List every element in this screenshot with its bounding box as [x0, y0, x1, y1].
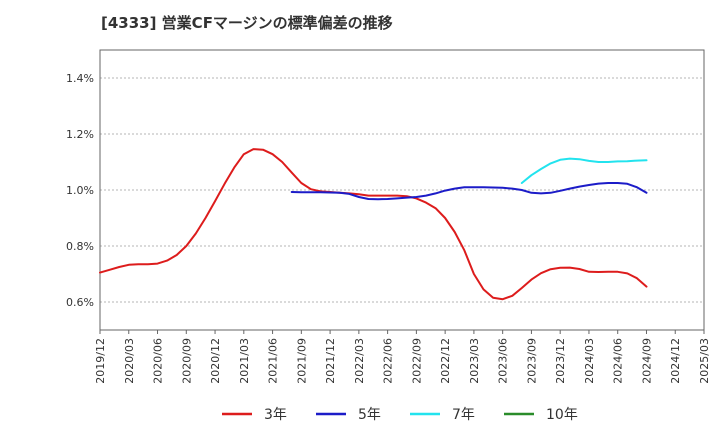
- y-tick-label: 0.6%: [66, 296, 94, 309]
- legend-label: 10年: [546, 407, 578, 423]
- series-line-0: [99, 148, 648, 301]
- series-line-1: [290, 182, 648, 201]
- legend-label: 5年: [358, 407, 381, 423]
- x-tick-label: 2024/06: [612, 338, 625, 384]
- x-tick-label: 2024/12: [669, 338, 682, 384]
- x-tick-label: 2021/03: [238, 338, 251, 384]
- x-tick-label: 2023/12: [554, 338, 567, 384]
- chart-title: [4333] 営業CFマージンの標準偏差の推移: [101, 14, 393, 32]
- x-tick-label: 2023/09: [525, 338, 538, 384]
- axes: 0.6% 0.8% 1.0% 1.2% 1.4% 2019/12 2020/03 2020/0…: [66, 49, 711, 384]
- x-tick-label: 2022/09: [410, 338, 423, 384]
- grid-lines: [100, 77, 704, 303]
- series-lines: [99, 148, 648, 301]
- x-tick-label: 2020/12: [209, 338, 222, 384]
- x-tick-label: 2021/06: [267, 338, 280, 384]
- x-tick-label: 2021/12: [324, 338, 337, 384]
- x-tick-label: 2020/09: [180, 338, 193, 384]
- x-tick-label: 2022/12: [439, 338, 452, 384]
- y-tick-label: 1.4%: [66, 72, 94, 85]
- series-line-2: [520, 157, 648, 184]
- x-tick-label: 2021/09: [295, 338, 308, 384]
- x-tick-label: 2022/03: [353, 338, 366, 384]
- y-tick-label: 0.8%: [66, 240, 94, 253]
- y-tick-label: 1.2%: [66, 128, 94, 141]
- x-tick-label: 2020/03: [123, 338, 136, 384]
- legend-label: 7年: [452, 407, 475, 423]
- x-tick-label: 2025/03: [698, 338, 711, 384]
- x-tick-label: 2023/06: [497, 338, 510, 384]
- plot-frame: [99, 49, 705, 331]
- x-tick-label: 2024/09: [640, 338, 653, 384]
- x-tick-label: 2024/03: [583, 338, 596, 384]
- x-tick-label: 2023/03: [468, 338, 481, 384]
- legend-label: 3年: [264, 407, 287, 423]
- x-tick-label: 2019/12: [94, 338, 107, 384]
- x-tick-label: 2022/06: [382, 338, 395, 384]
- x-tick-label: 2020/06: [152, 338, 165, 384]
- y-tick-label: 1.0%: [66, 184, 94, 197]
- legend: 3年 5年 7年 10年: [222, 407, 578, 423]
